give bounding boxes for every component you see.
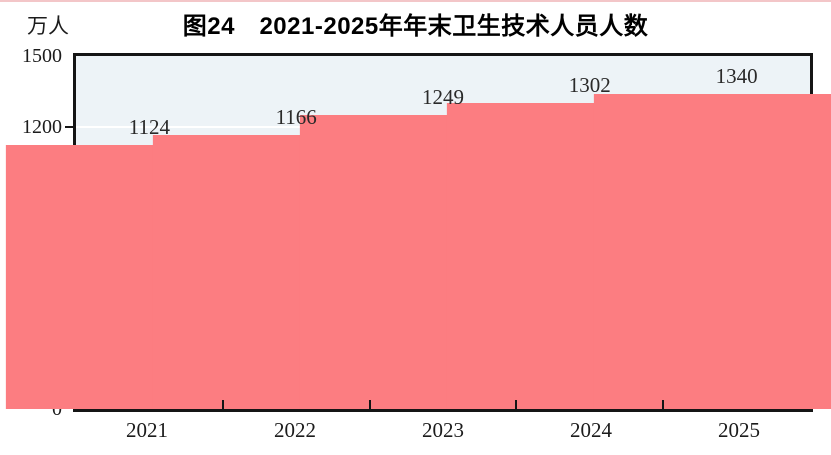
y-axis-tick-label: 1200 xyxy=(22,115,62,138)
bar-value-label: 1249 xyxy=(422,85,464,110)
x-axis-labels: 2021 2022 2023 2024 2025 xyxy=(73,418,813,446)
page-top-rule xyxy=(0,0,831,2)
x-axis-tick xyxy=(221,400,224,409)
bar xyxy=(593,93,831,409)
x-axis-category-label: 2021 xyxy=(126,418,168,442)
y-axis-tick-label: 0 xyxy=(52,398,62,420)
bar-value-label: 1124 xyxy=(128,114,171,139)
bar-value-label: 1166 xyxy=(275,104,317,129)
bar-value-label: 1340 xyxy=(715,63,758,88)
x-axis-tick xyxy=(368,400,371,409)
x-axis-category-label: 2023 xyxy=(422,418,464,442)
x-axis-tick xyxy=(515,400,518,409)
plot-area: 1124 1166 1249 1302 1340 xyxy=(6,53,831,412)
y-axis-unit-label: 万人 xyxy=(27,15,69,38)
chart-title: 图24 2021-2025年年末卫生技术人员人数 xyxy=(182,13,649,40)
y-axis-tick-label: 1500 xyxy=(22,45,62,67)
y-axis-tick xyxy=(65,125,73,128)
x-axis-category-label: 2025 xyxy=(718,418,760,442)
x-axis-category-label: 2022 xyxy=(274,418,316,442)
x-axis-tick xyxy=(662,400,665,409)
bar-value-label: 1302 xyxy=(568,72,611,97)
x-axis-category-label: 2024 xyxy=(570,418,612,442)
